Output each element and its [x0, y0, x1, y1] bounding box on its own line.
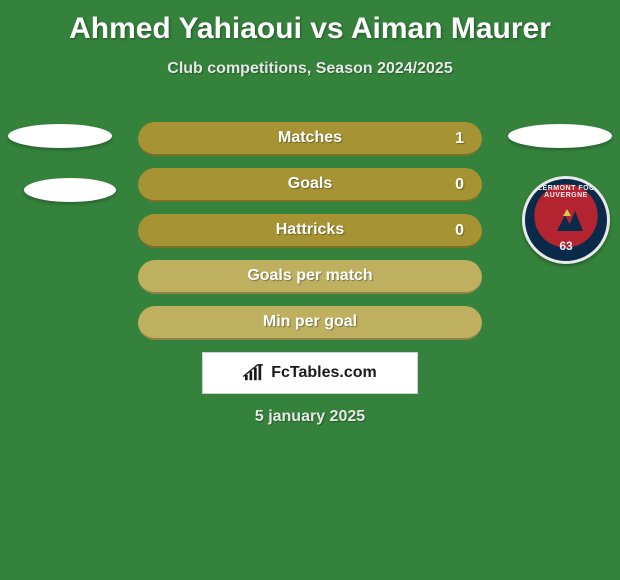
stat-bar: Matches 1 [138, 122, 482, 156]
stat-row-goals-per-match: Goals per match [0, 256, 620, 302]
club-badge: CLERMONT FOOT AUVERGNE 63 [522, 176, 610, 264]
stat-bar: Hattricks 0 [138, 214, 482, 248]
stat-value-right: 1 [455, 122, 464, 156]
left-player-marker [24, 178, 116, 202]
stat-label: Matches [278, 129, 342, 147]
right-player-marker [508, 124, 612, 148]
volcano-icon [553, 209, 585, 231]
page-title: Ahmed Yahiaoui vs Aiman Maurer [0, 0, 620, 46]
club-badge-text: CLERMONT FOOT AUVERGNE [525, 185, 607, 199]
stats-infographic: Ahmed Yahiaoui vs Aiman Maurer Club comp… [0, 0, 620, 580]
stat-label: Min per goal [263, 313, 357, 331]
stat-bar: Min per goal [138, 306, 482, 340]
branding-text: FcTables.com [271, 364, 377, 382]
page-subtitle: Club competitions, Season 2024/2025 [0, 60, 620, 78]
date-text: 5 january 2025 [0, 408, 620, 426]
stat-label: Hattricks [276, 221, 344, 239]
stat-label: Goals per match [247, 267, 372, 285]
branding-box: FcTables.com [202, 352, 418, 394]
stat-bar: Goals per match [138, 260, 482, 294]
stat-row-min-per-goal: Min per goal [0, 302, 620, 348]
club-badge-number: 63 [525, 239, 607, 253]
stat-value-right: 0 [455, 168, 464, 202]
stat-label: Goals [288, 175, 332, 193]
stat-value-right: 0 [455, 214, 464, 248]
stat-bar: Goals 0 [138, 168, 482, 202]
bar-chart-icon [243, 364, 265, 382]
left-player-marker [8, 124, 112, 148]
